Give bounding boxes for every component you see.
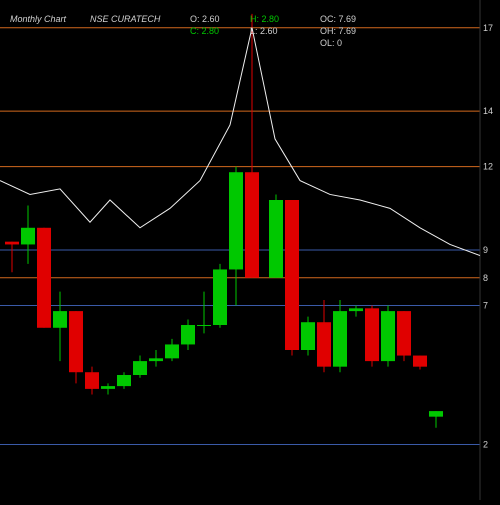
chart-ticker: NSE CURATECH xyxy=(90,14,160,24)
svg-text:12: 12 xyxy=(483,162,493,172)
ohlc-open: O: 2.60 xyxy=(190,14,220,24)
ohlc-oc: OC: 7.69 xyxy=(320,14,356,24)
svg-text:7: 7 xyxy=(483,301,488,311)
svg-text:9: 9 xyxy=(483,245,488,255)
svg-text:17: 17 xyxy=(483,23,493,33)
ohlc-high: H: 2.80 xyxy=(250,14,279,24)
ohlc-low: L: 2.60 xyxy=(250,26,278,36)
ohlc-oh: OH: 7.69 xyxy=(320,26,356,36)
svg-text:14: 14 xyxy=(483,106,493,116)
ohlc-close: C: 2.80 xyxy=(190,26,219,36)
svg-text:2: 2 xyxy=(483,439,488,449)
chart-title: Monthly Chart xyxy=(10,14,66,24)
chart-svg: 17 14 12 9 8 7 2 xyxy=(0,0,500,500)
chart-container: 17 14 12 9 8 7 2 Monthly Chart NSE CURATECH O:… xyxy=(0,0,500,500)
ohlc-ol: OL: 0 xyxy=(320,38,342,48)
svg-text:8: 8 xyxy=(483,273,488,283)
